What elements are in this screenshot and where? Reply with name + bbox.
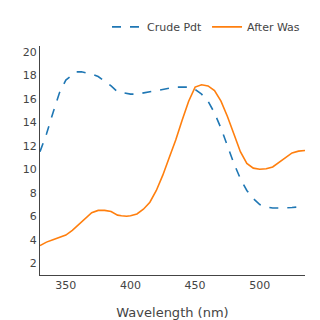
svg-text:2: 2 <box>30 257 37 270</box>
svg-text:4: 4 <box>30 234 37 247</box>
svg-text:Wavelength (nm): Wavelength (nm) <box>116 305 228 320</box>
svg-text:12: 12 <box>23 140 37 153</box>
svg-text:After Was: After Was <box>247 21 300 34</box>
svg-text:20: 20 <box>23 46 37 59</box>
svg-text:500: 500 <box>249 279 270 292</box>
svg-text:8: 8 <box>30 187 37 200</box>
svg-text:16: 16 <box>23 93 37 106</box>
svg-text:10: 10 <box>23 163 37 176</box>
svg-text:450: 450 <box>185 279 206 292</box>
svg-text:400: 400 <box>120 279 141 292</box>
svg-text:Crude Pdt: Crude Pdt <box>147 21 202 34</box>
svg-text:6: 6 <box>30 210 37 223</box>
svg-text:14: 14 <box>23 116 37 129</box>
svg-text:18: 18 <box>23 69 37 82</box>
svg-text:350: 350 <box>55 279 76 292</box>
